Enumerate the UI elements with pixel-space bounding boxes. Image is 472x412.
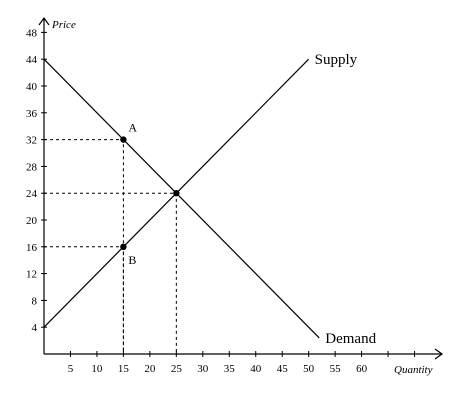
- x-tick-label-50: 50: [303, 363, 315, 375]
- supply-label: Supply: [315, 52, 358, 68]
- y-axis-title: Price: [51, 19, 76, 31]
- equilibrium-point: [173, 190, 180, 197]
- ticks: 5 10 15 20 25 30 35 40 45 50 55 6048121620242832364…: [26, 27, 416, 375]
- x-tick-label-45: 45: [277, 363, 289, 375]
- y-axis-arrow: [38, 16, 50, 26]
- x-tick-label-35: 35: [224, 363, 236, 375]
- x-tick-label-15: 15: [118, 363, 130, 375]
- guide-lines: [44, 139, 177, 354]
- y-tick-label-28: 28: [26, 161, 38, 173]
- y-tick-label-36: 36: [26, 108, 38, 120]
- x-axis-title: Quantity: [394, 364, 433, 376]
- y-tick-label-12: 12: [26, 269, 37, 281]
- guide-line-2: [44, 246, 124, 354]
- x-axis-arrow: [434, 348, 444, 360]
- x-tick-label-25: 25: [171, 363, 183, 375]
- points: AB: [120, 121, 180, 267]
- y-tick-label-8: 8: [32, 295, 38, 307]
- y-tick-label-40: 40: [26, 81, 38, 93]
- y-tick-label-24: 24: [26, 188, 38, 200]
- curves: Supply Demand: [43, 52, 377, 347]
- guide-line-1: [44, 192, 177, 354]
- y-tick-label-16: 16: [26, 242, 38, 254]
- point-label-b: B: [128, 253, 136, 267]
- x-tick-label-10: 10: [91, 363, 103, 375]
- x-tick-label-20: 20: [144, 363, 156, 375]
- point-a: [120, 136, 127, 143]
- demand-curve: [43, 58, 320, 339]
- x-tick-label-40: 40: [250, 363, 262, 375]
- x-tick-label-60: 60: [356, 363, 368, 375]
- y-tick-label-32: 32: [26, 135, 37, 147]
- x-tick-label-55: 55: [330, 363, 342, 375]
- y-tick-label-20: 20: [26, 215, 38, 227]
- y-tick-label-4: 4: [32, 322, 38, 334]
- axes: Price Quantity: [38, 16, 444, 376]
- x-tick-label-30: 30: [197, 363, 209, 375]
- point-label-a: A: [128, 121, 137, 135]
- y-tick-label-44: 44: [26, 54, 38, 66]
- y-tick-label-48: 48: [26, 27, 38, 39]
- demand-label: Demand: [325, 331, 376, 347]
- x-tick-label-5: 5: [68, 363, 74, 375]
- point-b: [120, 243, 127, 250]
